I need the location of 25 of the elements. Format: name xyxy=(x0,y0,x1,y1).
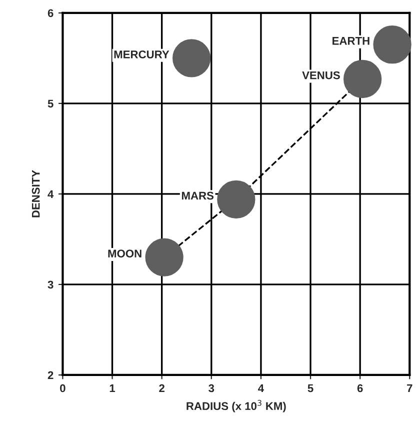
point xyxy=(343,60,382,98)
annotation: VENUS xyxy=(302,71,340,80)
x-tick-label: 4 xyxy=(258,384,264,392)
x-tick-label: 7 xyxy=(407,384,412,392)
annotation: EARTH xyxy=(332,37,370,45)
annotation: MOON xyxy=(108,250,142,258)
y-tick-label: 3 xyxy=(48,280,54,289)
annotation: MERCURY xyxy=(114,50,170,58)
point xyxy=(373,26,412,64)
y-tick-label: 2 xyxy=(48,371,54,379)
annotation: MARS xyxy=(182,192,214,200)
y-axis-title: DENSITY xyxy=(32,170,40,218)
x-tick-label: 1 xyxy=(110,384,116,392)
point xyxy=(217,180,256,218)
x-tick-label: 2 xyxy=(159,384,164,392)
x-tick-label: 0 xyxy=(60,384,66,392)
x-axis-title: RADIUS (x 10$^{3}$ KM) xyxy=(186,400,286,412)
point xyxy=(172,39,211,78)
point xyxy=(145,238,184,276)
y-tick-label: 4 xyxy=(48,190,54,198)
x-tick-label: 3 xyxy=(208,384,214,392)
x-tick-label: 6 xyxy=(357,384,363,392)
x-tick-label: 5 xyxy=(308,384,314,392)
y-tick-label: 6 xyxy=(48,9,54,18)
y-tick-label: 5 xyxy=(48,100,54,108)
